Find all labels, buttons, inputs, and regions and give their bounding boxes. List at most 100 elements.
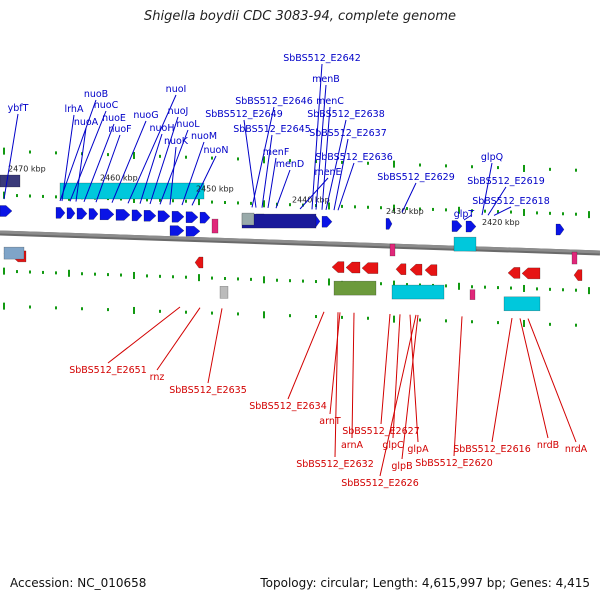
backbone [0, 230, 600, 254]
forward-label-leader [401, 182, 417, 213]
forward-gene-label: SbBS512_E2636 [315, 152, 393, 163]
kbp-tick-label: 2420 kbp [482, 218, 520, 227]
forward-gene-label: nuoA [74, 117, 99, 128]
operon-box [333, 280, 377, 296]
forward-gene-label: nuoH [150, 123, 175, 134]
forward-gene-arrow [0, 205, 13, 217]
forward-gene-arrow [157, 210, 171, 222]
operon-box [3, 246, 25, 260]
reverse-label-leader [392, 314, 401, 439]
forward-gene-arrow [185, 225, 201, 237]
forward-gene-label: SbBS512_E2646 [235, 96, 313, 107]
kbp-tick-label: 2440 kbp [292, 196, 330, 205]
reverse-gene-arrow [345, 261, 361, 274]
reverse-gene-arrow [573, 269, 583, 281]
forward-gene-label: lrhA [65, 104, 84, 115]
reverse-label-leader [334, 312, 339, 458]
operon-box [219, 286, 229, 299]
reverse-label-leader [107, 306, 181, 364]
forward-gene-label: nuoC [94, 100, 119, 111]
forward-gene-arrow [143, 210, 157, 222]
trna-box [571, 251, 578, 265]
forward-label-leader [3, 113, 19, 200]
forward-label-leader [139, 133, 163, 204]
forward-label-leader [83, 123, 115, 202]
reverse-gene-label: SbBS512_E2627 [342, 426, 420, 437]
forward-gene-arrow [465, 220, 477, 233]
reverse-gene-label: glpA [407, 444, 429, 455]
kbp-tick-label: 2470 kbp [8, 164, 46, 173]
forward-label-leader [59, 99, 97, 202]
forward-label-leader [311, 63, 323, 210]
forward-gene-label: menF [263, 147, 290, 158]
reverse-gene-arrow [409, 263, 423, 276]
forward-label-leader [181, 141, 205, 206]
forward-gene-arrow [185, 211, 199, 223]
reverse-label-leader [287, 311, 325, 400]
forward-gene-label: nuoE [102, 113, 126, 124]
reverse-gene-label: arnA [341, 440, 364, 451]
forward-gene-label: nuoG [133, 110, 158, 121]
forward-label-leader [69, 110, 107, 202]
forward-gene-label: SbBS512_E2637 [309, 128, 387, 139]
forward-label-leader [149, 116, 179, 205]
forward-label-leader [75, 127, 87, 202]
forward-label-leader [333, 138, 349, 211]
forward-label-leader [169, 146, 177, 205]
forward-gene-label: menB [312, 74, 340, 85]
reverse-gene-arrow [521, 267, 541, 280]
forward-gene-label: SbBS512_E2642 [283, 53, 361, 64]
reverse-gene-label: SbBS512_E2626 [341, 478, 419, 489]
forward-gene-label: nuoK [164, 136, 189, 147]
reverse-label-leader [380, 313, 391, 425]
forward-gene-label: nuoN [204, 145, 229, 156]
reverse-gene-arrow [395, 263, 407, 275]
reverse-gene-arrow [507, 267, 521, 279]
forward-gene-label: SbBS512_E2619 [467, 176, 545, 187]
reverse-gene-label: nrdA [565, 444, 588, 455]
reverse-gene-label: SbBS512_E2651 [69, 365, 147, 376]
reverse-label-leader [156, 307, 201, 371]
forward-label-leader [299, 177, 329, 210]
forward-gene-arrow [169, 225, 185, 236]
forward-gene-arrow [88, 208, 99, 220]
forward-gene-arrow [55, 207, 66, 219]
forward-gene-label: SbBS512_E2645 [233, 124, 311, 135]
reverse-label-leader [207, 308, 223, 384]
forward-gene-arrow [199, 211, 211, 224]
forward-label-leader [267, 157, 277, 209]
forward-gene-label: nuoM [191, 131, 217, 142]
reverse-gene-label: nrdB [537, 440, 559, 451]
forward-gene-arrow [115, 209, 131, 221]
forward-gene-label: SbBS512_E2638 [307, 109, 385, 120]
reverse-gene-label: SbBS512_E2634 [249, 401, 327, 412]
forward-label-leader [95, 134, 121, 203]
kbp-tick-label: 2430 kbp [386, 207, 424, 216]
forward-gene-arrow [555, 223, 565, 236]
forward-gene-label: nuoI [166, 84, 187, 95]
forward-label-leader [325, 119, 347, 210]
forward-label-leader [463, 214, 473, 221]
forward-gene-label: menE [314, 167, 341, 178]
reverse-gene-arrow [424, 264, 438, 276]
forward-gene-label: nuoJ [168, 106, 189, 117]
reverse-label-leader [329, 312, 341, 415]
reverse-gene-label: glpB [391, 461, 412, 472]
reverse-gene-label: glpC [382, 440, 404, 451]
forward-gene-label: glpQ [481, 152, 503, 163]
operon-box [0, 174, 21, 188]
forward-gene-arrow [66, 207, 76, 219]
reverse-gene-label: SbBS512_E2635 [169, 385, 247, 396]
forward-label-leader [251, 106, 275, 208]
forward-label-leader [243, 119, 257, 208]
reverse-gene-label: SbBS512_E2616 [453, 444, 531, 455]
reverse-label-leader [379, 314, 417, 477]
reverse-gene-label: arnT [319, 416, 341, 427]
accession-text: Accession: NC_010658 [10, 576, 147, 590]
reverse-label-leader [401, 314, 419, 460]
forward-gene-label: glpT [454, 209, 475, 220]
reverse-gene-arrow [331, 261, 345, 273]
trna-box [211, 218, 219, 234]
reverse-gene-label: SbBS512_E2632 [296, 459, 374, 470]
forward-label-leader [191, 155, 217, 206]
